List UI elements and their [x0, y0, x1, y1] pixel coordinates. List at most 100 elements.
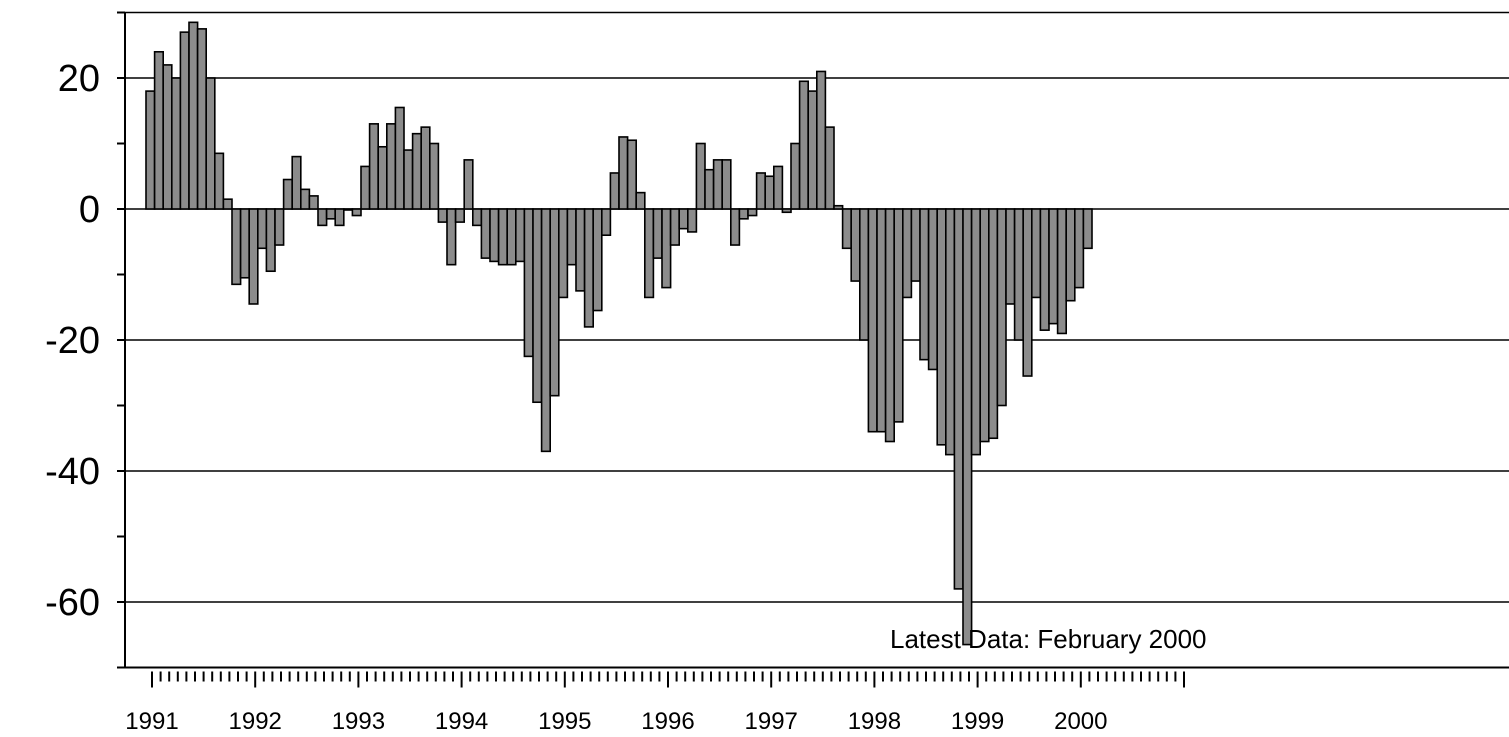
- bar: [308, 195, 319, 210]
- bar: [695, 142, 706, 210]
- bar: [721, 159, 732, 210]
- bar: [764, 175, 775, 210]
- bar: [772, 165, 784, 210]
- bar: [901, 208, 913, 299]
- bar: [566, 208, 577, 266]
- bar: [188, 21, 199, 210]
- bar: [446, 208, 457, 266]
- bar: [798, 80, 809, 210]
- bar: [205, 77, 216, 210]
- bar: [471, 208, 483, 227]
- bar: [858, 208, 870, 341]
- tick-labels: 20 0 -20 -40 -60 1991 1992 1993 1994 1995 1996 1997…: [45, 58, 1107, 735]
- bar: [411, 132, 423, 210]
- bar-series: [145, 21, 1093, 646]
- bar: [222, 198, 233, 210]
- bar: [523, 208, 534, 358]
- bar: [299, 188, 311, 210]
- x-tick-label: 1996: [641, 708, 694, 735]
- bar: [704, 168, 715, 210]
- bar: [678, 208, 689, 230]
- bar: [686, 208, 698, 233]
- bar: [153, 50, 165, 210]
- bar: [626, 139, 637, 210]
- bar: [583, 208, 594, 328]
- y-tick-label: -60: [45, 582, 100, 624]
- bar: [1082, 208, 1093, 250]
- bar: [420, 126, 431, 210]
- bar: [755, 172, 766, 210]
- bar: [171, 77, 182, 210]
- bar: [661, 208, 672, 289]
- bar: [463, 159, 474, 210]
- bar: [274, 208, 285, 246]
- bar: [514, 208, 526, 263]
- bar: [377, 145, 388, 210]
- bar: [575, 208, 586, 292]
- bar: [600, 208, 612, 237]
- bar: [712, 159, 723, 210]
- bar: [876, 208, 887, 433]
- bar: [643, 208, 655, 299]
- bar: [996, 208, 1007, 407]
- bar: [351, 208, 362, 217]
- bar: [669, 208, 680, 246]
- bar: [256, 208, 268, 250]
- bar: [532, 208, 543, 404]
- bar: [1065, 208, 1076, 302]
- bar: [497, 208, 509, 266]
- bar: [162, 64, 173, 210]
- bar: [1013, 208, 1024, 341]
- bar: [1031, 208, 1042, 299]
- bar: [196, 28, 208, 210]
- bar: [360, 165, 371, 210]
- bar: [428, 142, 440, 210]
- bar: [291, 155, 302, 210]
- bar: [747, 208, 758, 217]
- bar: [592, 208, 603, 312]
- bar: [781, 208, 792, 214]
- bar: [944, 208, 956, 456]
- bar: [790, 142, 801, 210]
- y-tick-label: 0: [79, 189, 100, 231]
- bar: [970, 208, 981, 456]
- bar: [557, 208, 569, 299]
- bar: [282, 178, 294, 210]
- bar: [618, 136, 629, 210]
- bar: [334, 208, 345, 227]
- y-tick-label: 20: [58, 58, 100, 100]
- bar: [884, 208, 895, 443]
- bar: [919, 208, 930, 361]
- bar: [248, 208, 259, 305]
- bar: [893, 208, 904, 423]
- bar: [403, 149, 414, 210]
- x-tick-label: 2000: [1054, 708, 1107, 735]
- y-tick-label: -20: [45, 320, 100, 362]
- bar: [342, 208, 354, 211]
- bar: [549, 208, 560, 397]
- x-tick-label: 1994: [435, 708, 488, 735]
- bar: [910, 208, 921, 282]
- bar: [815, 70, 827, 210]
- bar: [1048, 208, 1059, 325]
- bar: [738, 208, 749, 220]
- bar: [824, 126, 835, 210]
- x-tick-label: 1998: [848, 708, 901, 735]
- x-tick-label: 1995: [538, 708, 591, 735]
- bar: [867, 208, 878, 433]
- bar: [979, 208, 990, 443]
- bar: [1022, 208, 1033, 377]
- bar: [325, 208, 337, 220]
- x-tick-label: 1992: [229, 708, 282, 735]
- bar: [1039, 208, 1050, 331]
- bar: [179, 31, 190, 210]
- bar: [729, 208, 741, 246]
- bar: [841, 208, 852, 250]
- bar: [368, 123, 380, 210]
- bar: [317, 208, 328, 227]
- x-tick-label: 1993: [332, 708, 385, 735]
- x-tick-label: 1999: [951, 708, 1004, 735]
- bar: [609, 172, 620, 210]
- bar: [145, 90, 156, 210]
